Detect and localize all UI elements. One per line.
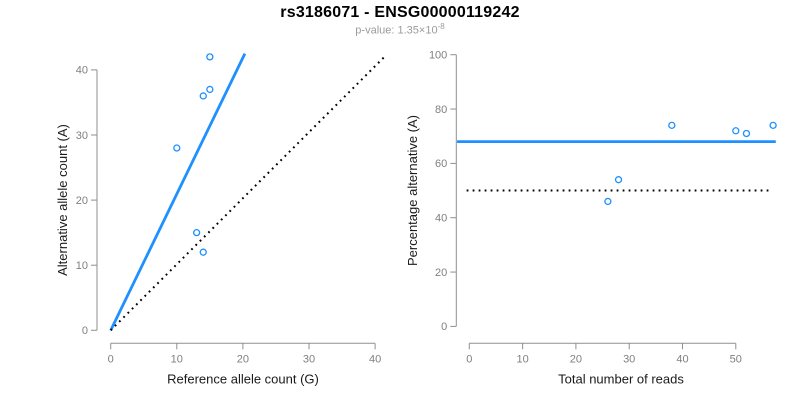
x-tick-label: 0 [466, 353, 472, 365]
x-axis-title: Total number of reads [558, 371, 684, 386]
data-point [199, 92, 207, 100]
figure-subtitle: p-value: 1.35×10-8 [0, 22, 800, 37]
identity-line [109, 54, 388, 332]
x-tick-label: 30 [303, 353, 315, 365]
y-tick-label: 40 [435, 213, 447, 225]
y-tick-label: 100 [429, 50, 447, 62]
y-tick-label: 30 [76, 130, 88, 142]
y-tick-label: 60 [435, 158, 447, 170]
chart-allele-counts: 0 10 20 30 40 0 10 20 30 40 Reference allele count… [55, 53, 388, 386]
y-tick-label: 80 [435, 104, 447, 116]
data-point [206, 85, 214, 94]
data-point [668, 121, 676, 129]
y-tick-label: 40 [76, 65, 88, 77]
y-tick-label: 0 [82, 325, 88, 337]
x-tick-label: 20 [237, 353, 249, 365]
figure-title: rs3186071 - ENSG00000119242 [280, 4, 520, 21]
x-tick-label: 40 [369, 353, 381, 365]
data-point [206, 53, 214, 61]
data-point [192, 228, 201, 237]
x-tick-label: 10 [171, 353, 183, 365]
x-tick-label: 10 [516, 353, 528, 365]
data-point [199, 248, 207, 256]
y-tick-label: 20 [76, 195, 88, 207]
fit-line [109, 53, 247, 331]
x-tick-label: 40 [676, 353, 688, 365]
data-point [742, 129, 751, 138]
data-point [769, 121, 777, 129]
x-tick-label: 50 [730, 353, 742, 365]
y-tick-label: 20 [435, 267, 447, 279]
p-value-text: p-value: 1.35×10 [355, 24, 438, 37]
chart-percentage-vs-reads: 0 20 40 60 80 100 0 10 20 30 40 50 Total number of r… [405, 50, 777, 386]
data-point [604, 197, 612, 206]
x-axis-title: Reference allele count (G) [167, 371, 319, 386]
y-axis-title: Alternative allele count (A) [55, 124, 70, 276]
y-tick-label: 0 [441, 321, 447, 333]
x-tick-label: 0 [108, 353, 114, 365]
data-point [173, 144, 181, 152]
x-tick-label: 20 [570, 353, 582, 365]
data-point [732, 127, 740, 135]
p-value-exponent: -8 [437, 22, 445, 31]
data-point [614, 176, 623, 184]
y-axis-title: Percentage alternative (A) [405, 115, 420, 266]
x-tick-label: 30 [623, 353, 635, 365]
y-tick-label: 10 [76, 260, 88, 272]
